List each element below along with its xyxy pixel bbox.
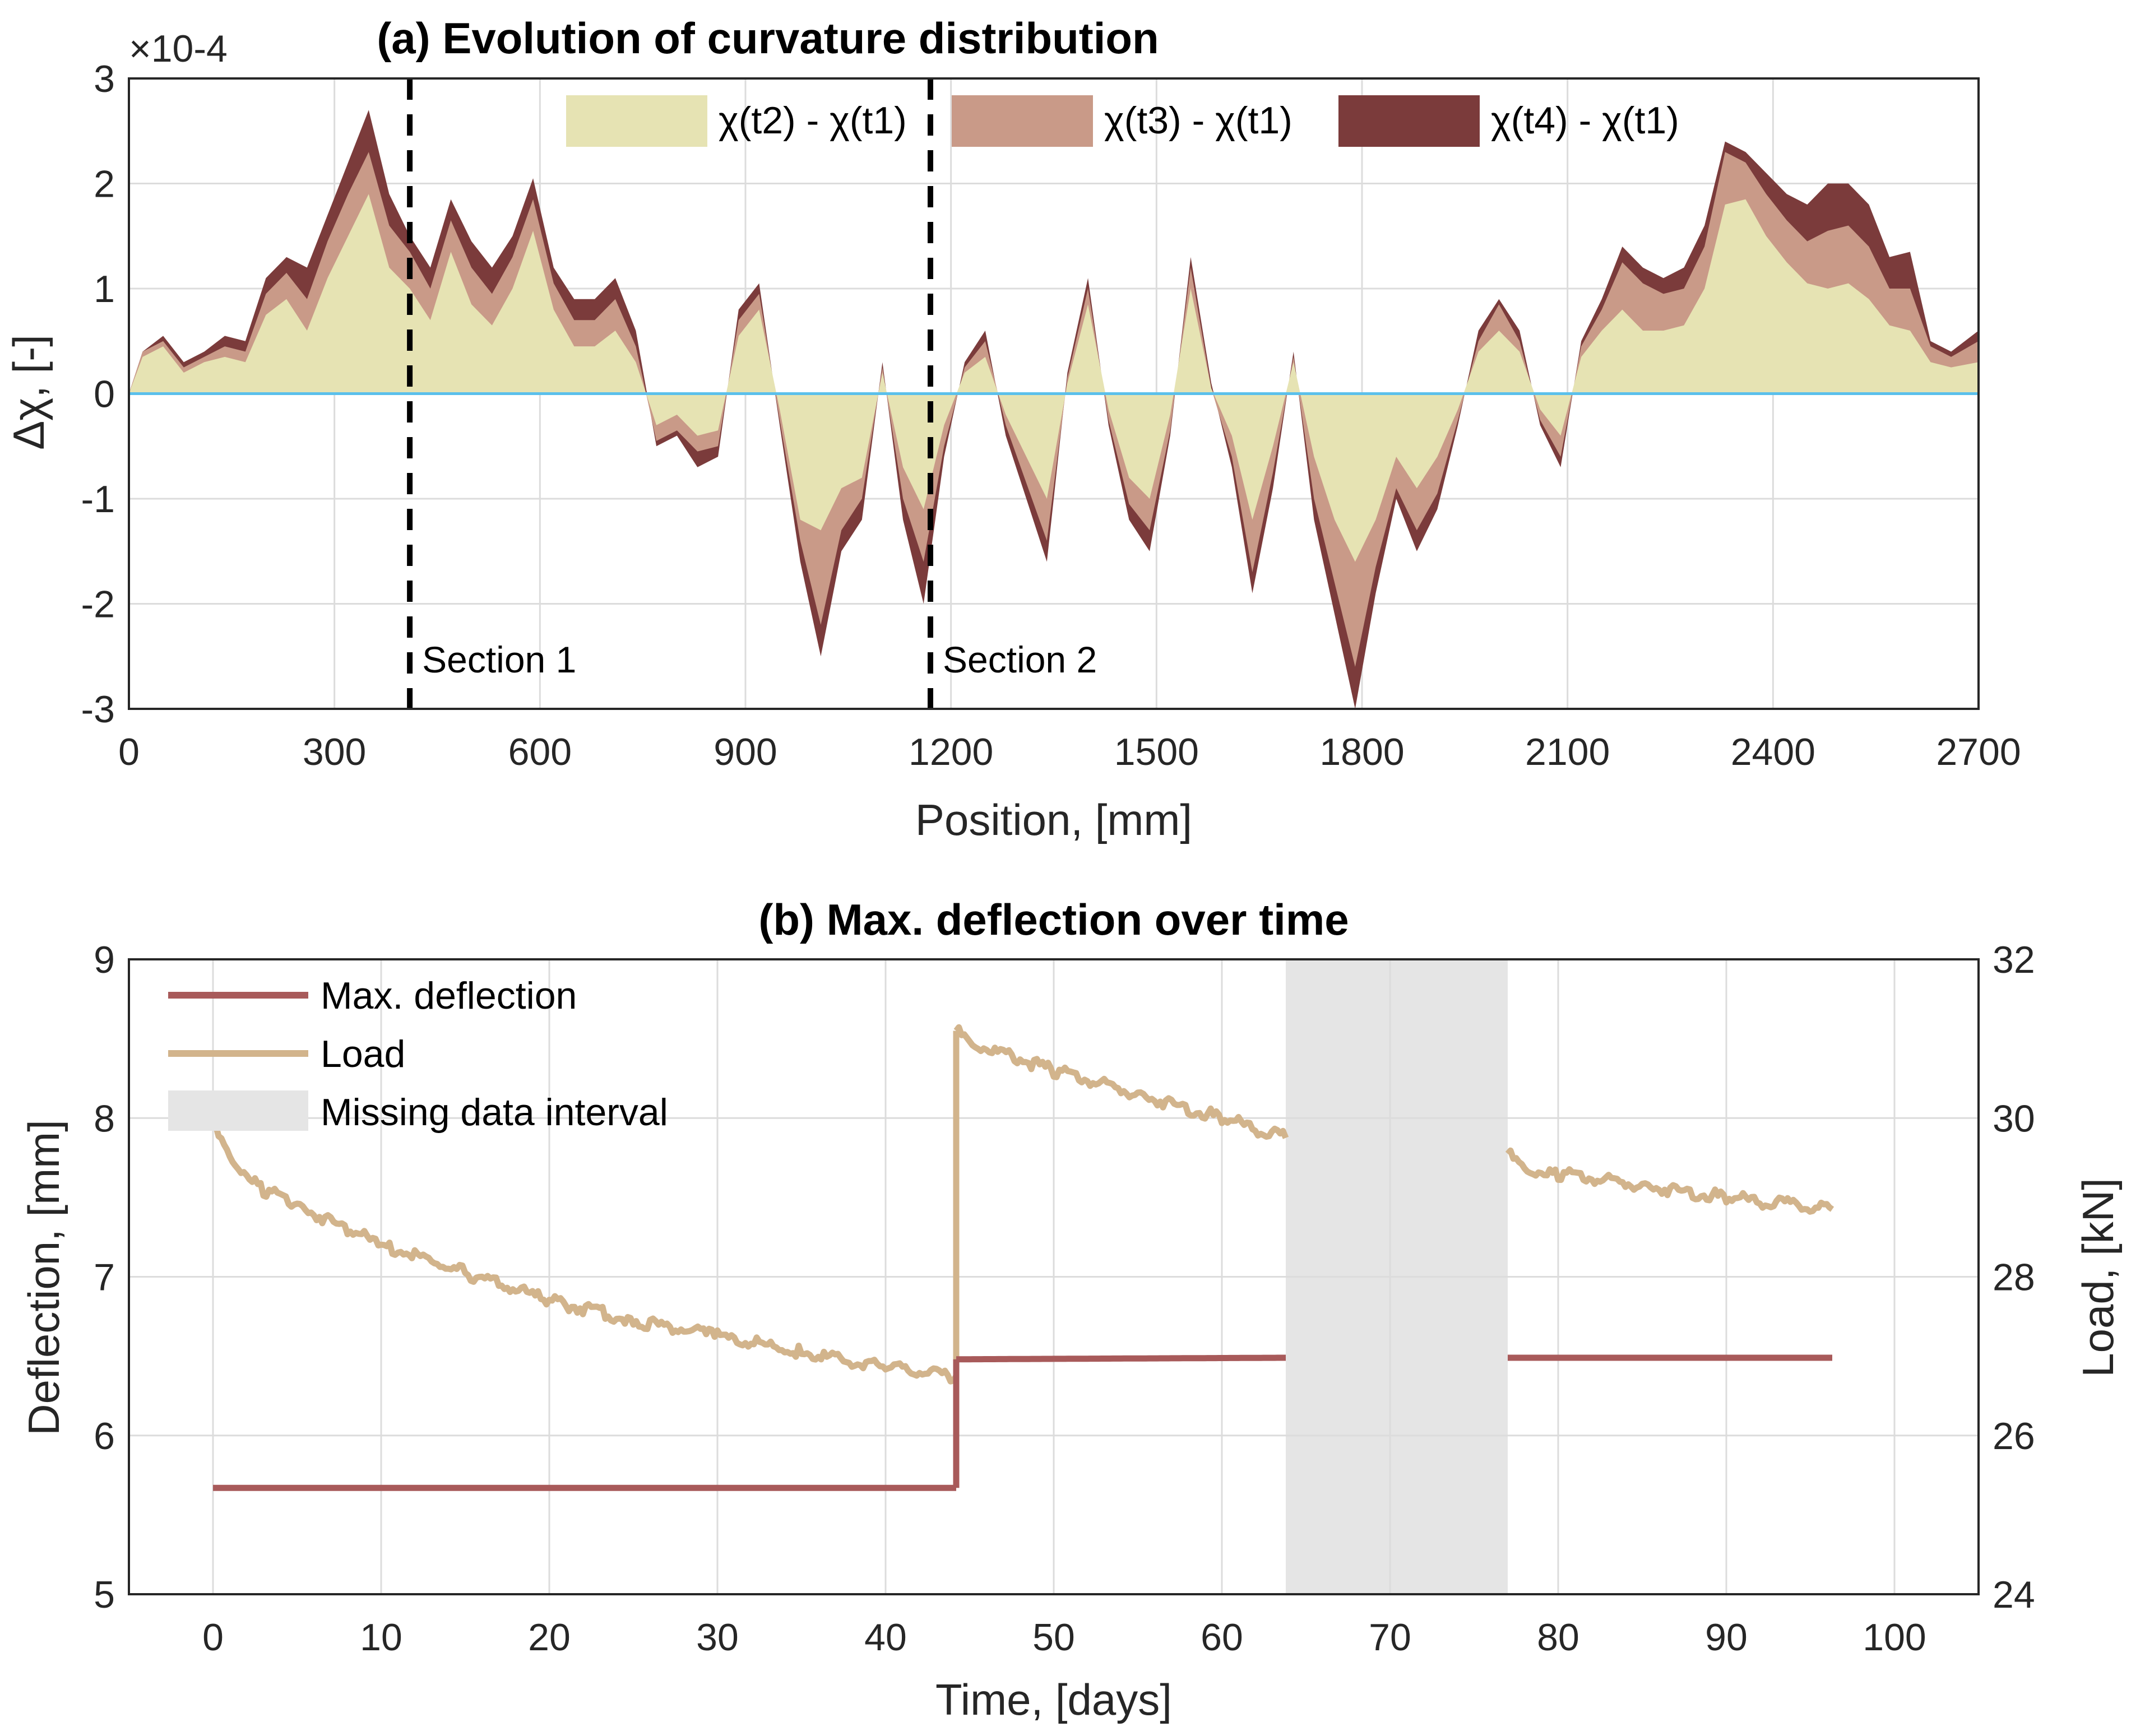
panel-b-x-ticks: 0 10 20 30 40 50 60 70 80 90 100: [202, 1616, 1926, 1659]
panel-b-xlabel: Time, [days]: [935, 1675, 1172, 1724]
panel-a-x-ticks: 0 300 600 900 1200 1500 1800 2100 2400 2700: [118, 731, 2021, 773]
x-tick-label: 600: [508, 731, 572, 773]
x-tick-label: 20: [528, 1616, 571, 1659]
panel-a-y-ticks: 3 2 1 0 -1 -2 -3: [81, 58, 115, 731]
x-tick-label: 30: [696, 1616, 739, 1659]
y-tick-label: 3: [94, 58, 115, 100]
x-tick-label: 50: [1032, 1616, 1075, 1659]
x-tick-label: 300: [303, 731, 366, 773]
panel-a-section-lines: Section 1 Section 2: [407, 78, 1097, 709]
y-tick-label: 0: [94, 373, 115, 416]
x-tick-label: 40: [864, 1616, 907, 1659]
x-tick-label: 1500: [1114, 731, 1199, 773]
legend-swatch-t2: [566, 95, 707, 147]
panel-a-axes-frame: [128, 77, 1980, 710]
panel-b-deflection: (b) Max. deflection over time 0 10 20 30 40 5…: [19, 895, 2123, 1724]
panel-a-exponent: ×10-4: [129, 27, 228, 70]
x-tick-label: 2400: [1731, 731, 1815, 773]
y-tick-label: 5: [94, 1573, 115, 1616]
panel-a-curvature: (a) Evolution of curvature distribution …: [4, 13, 2021, 844]
panel-a-ylabel: Δχ, [-]: [4, 335, 53, 450]
legend-label-load: Load: [321, 1033, 405, 1075]
legend-swatch-t3: [952, 95, 1093, 147]
legend-label-deflection: Max. deflection: [321, 974, 577, 1017]
panel-b-lines: [212, 1024, 1834, 1491]
y2-tick-label: 26: [1993, 1415, 2035, 1458]
x-tick-label: 2100: [1525, 731, 1610, 773]
x-tick-label: 900: [714, 731, 777, 773]
panel-b-y2label: Load, [kN]: [2073, 1178, 2123, 1377]
y-tick-label: -2: [81, 583, 115, 626]
panel-a-areas: [129, 110, 1979, 709]
y-tick-label: 2: [94, 163, 115, 206]
deflection-line-segment-2: [956, 1354, 1286, 1363]
section-label-1: Section 1: [422, 639, 576, 680]
panel-a-xlabel: Position, [mm]: [915, 795, 1192, 844]
y2-tick-label: 24: [1993, 1573, 2035, 1616]
y-tick-label: -1: [81, 478, 115, 521]
x-tick-label: 10: [360, 1616, 402, 1659]
y-tick-label: -3: [81, 688, 115, 731]
panel-a-title: (a) Evolution of curvature distribution: [377, 13, 1159, 63]
legend-label-t3: χ(t3) - χ(t1): [1104, 99, 1293, 142]
legend-label-missing: Missing data interval: [321, 1091, 668, 1134]
legend-label-t2: χ(t2) - χ(t1): [719, 99, 907, 142]
panel-b-y2-ticks: 32 30 28 26 24: [1993, 939, 2035, 1616]
y-tick-label: 8: [94, 1097, 115, 1140]
y-tick-label: 7: [94, 1256, 115, 1299]
panel-b-title: (b) Max. deflection over time: [758, 895, 1349, 944]
x-tick-label: 1800: [1319, 731, 1404, 773]
y2-tick-label: 30: [1993, 1097, 2035, 1140]
section-label-2: Section 2: [943, 639, 1097, 680]
y-tick-label: 9: [94, 939, 115, 981]
area-series-2: [129, 194, 1979, 562]
panel-b-y-ticks: 9 8 7 6 5: [94, 939, 115, 1616]
load-line-segment-3: [1505, 1147, 1834, 1215]
x-tick-label: 2700: [1936, 731, 2021, 773]
y2-tick-label: 32: [1993, 939, 2035, 981]
x-tick-label: 70: [1369, 1616, 1411, 1659]
y-tick-label: 1: [94, 268, 115, 310]
x-tick-label: 1200: [909, 731, 993, 773]
panel-b-ylabel: Deflection, [mm]: [19, 1120, 68, 1435]
x-tick-label: 60: [1201, 1616, 1243, 1659]
x-tick-label: 0: [118, 731, 140, 773]
panel-a-legend: χ(t2) - χ(t1) χ(t3) - χ(t1) χ(t4) - χ(t1…: [566, 95, 1679, 147]
panel-b-legend: Max. deflection Load Missing data interv…: [168, 974, 668, 1134]
x-tick-label: 80: [1537, 1616, 1579, 1659]
legend-swatch-t4: [1338, 95, 1480, 147]
legend-patch-missing: [168, 1090, 308, 1131]
x-tick-label: 100: [1863, 1616, 1926, 1659]
load-line-segment-0: [212, 1122, 959, 1385]
panel-b-axes-frame: [128, 958, 1980, 1595]
x-tick-label: 0: [202, 1616, 224, 1659]
y2-tick-label: 28: [1993, 1256, 2035, 1299]
y-tick-label: 6: [94, 1415, 115, 1458]
x-tick-label: 90: [1705, 1616, 1748, 1659]
load-line-segment-2: [953, 1024, 1289, 1140]
legend-label-t4: χ(t4) - χ(t1): [1491, 99, 1679, 142]
